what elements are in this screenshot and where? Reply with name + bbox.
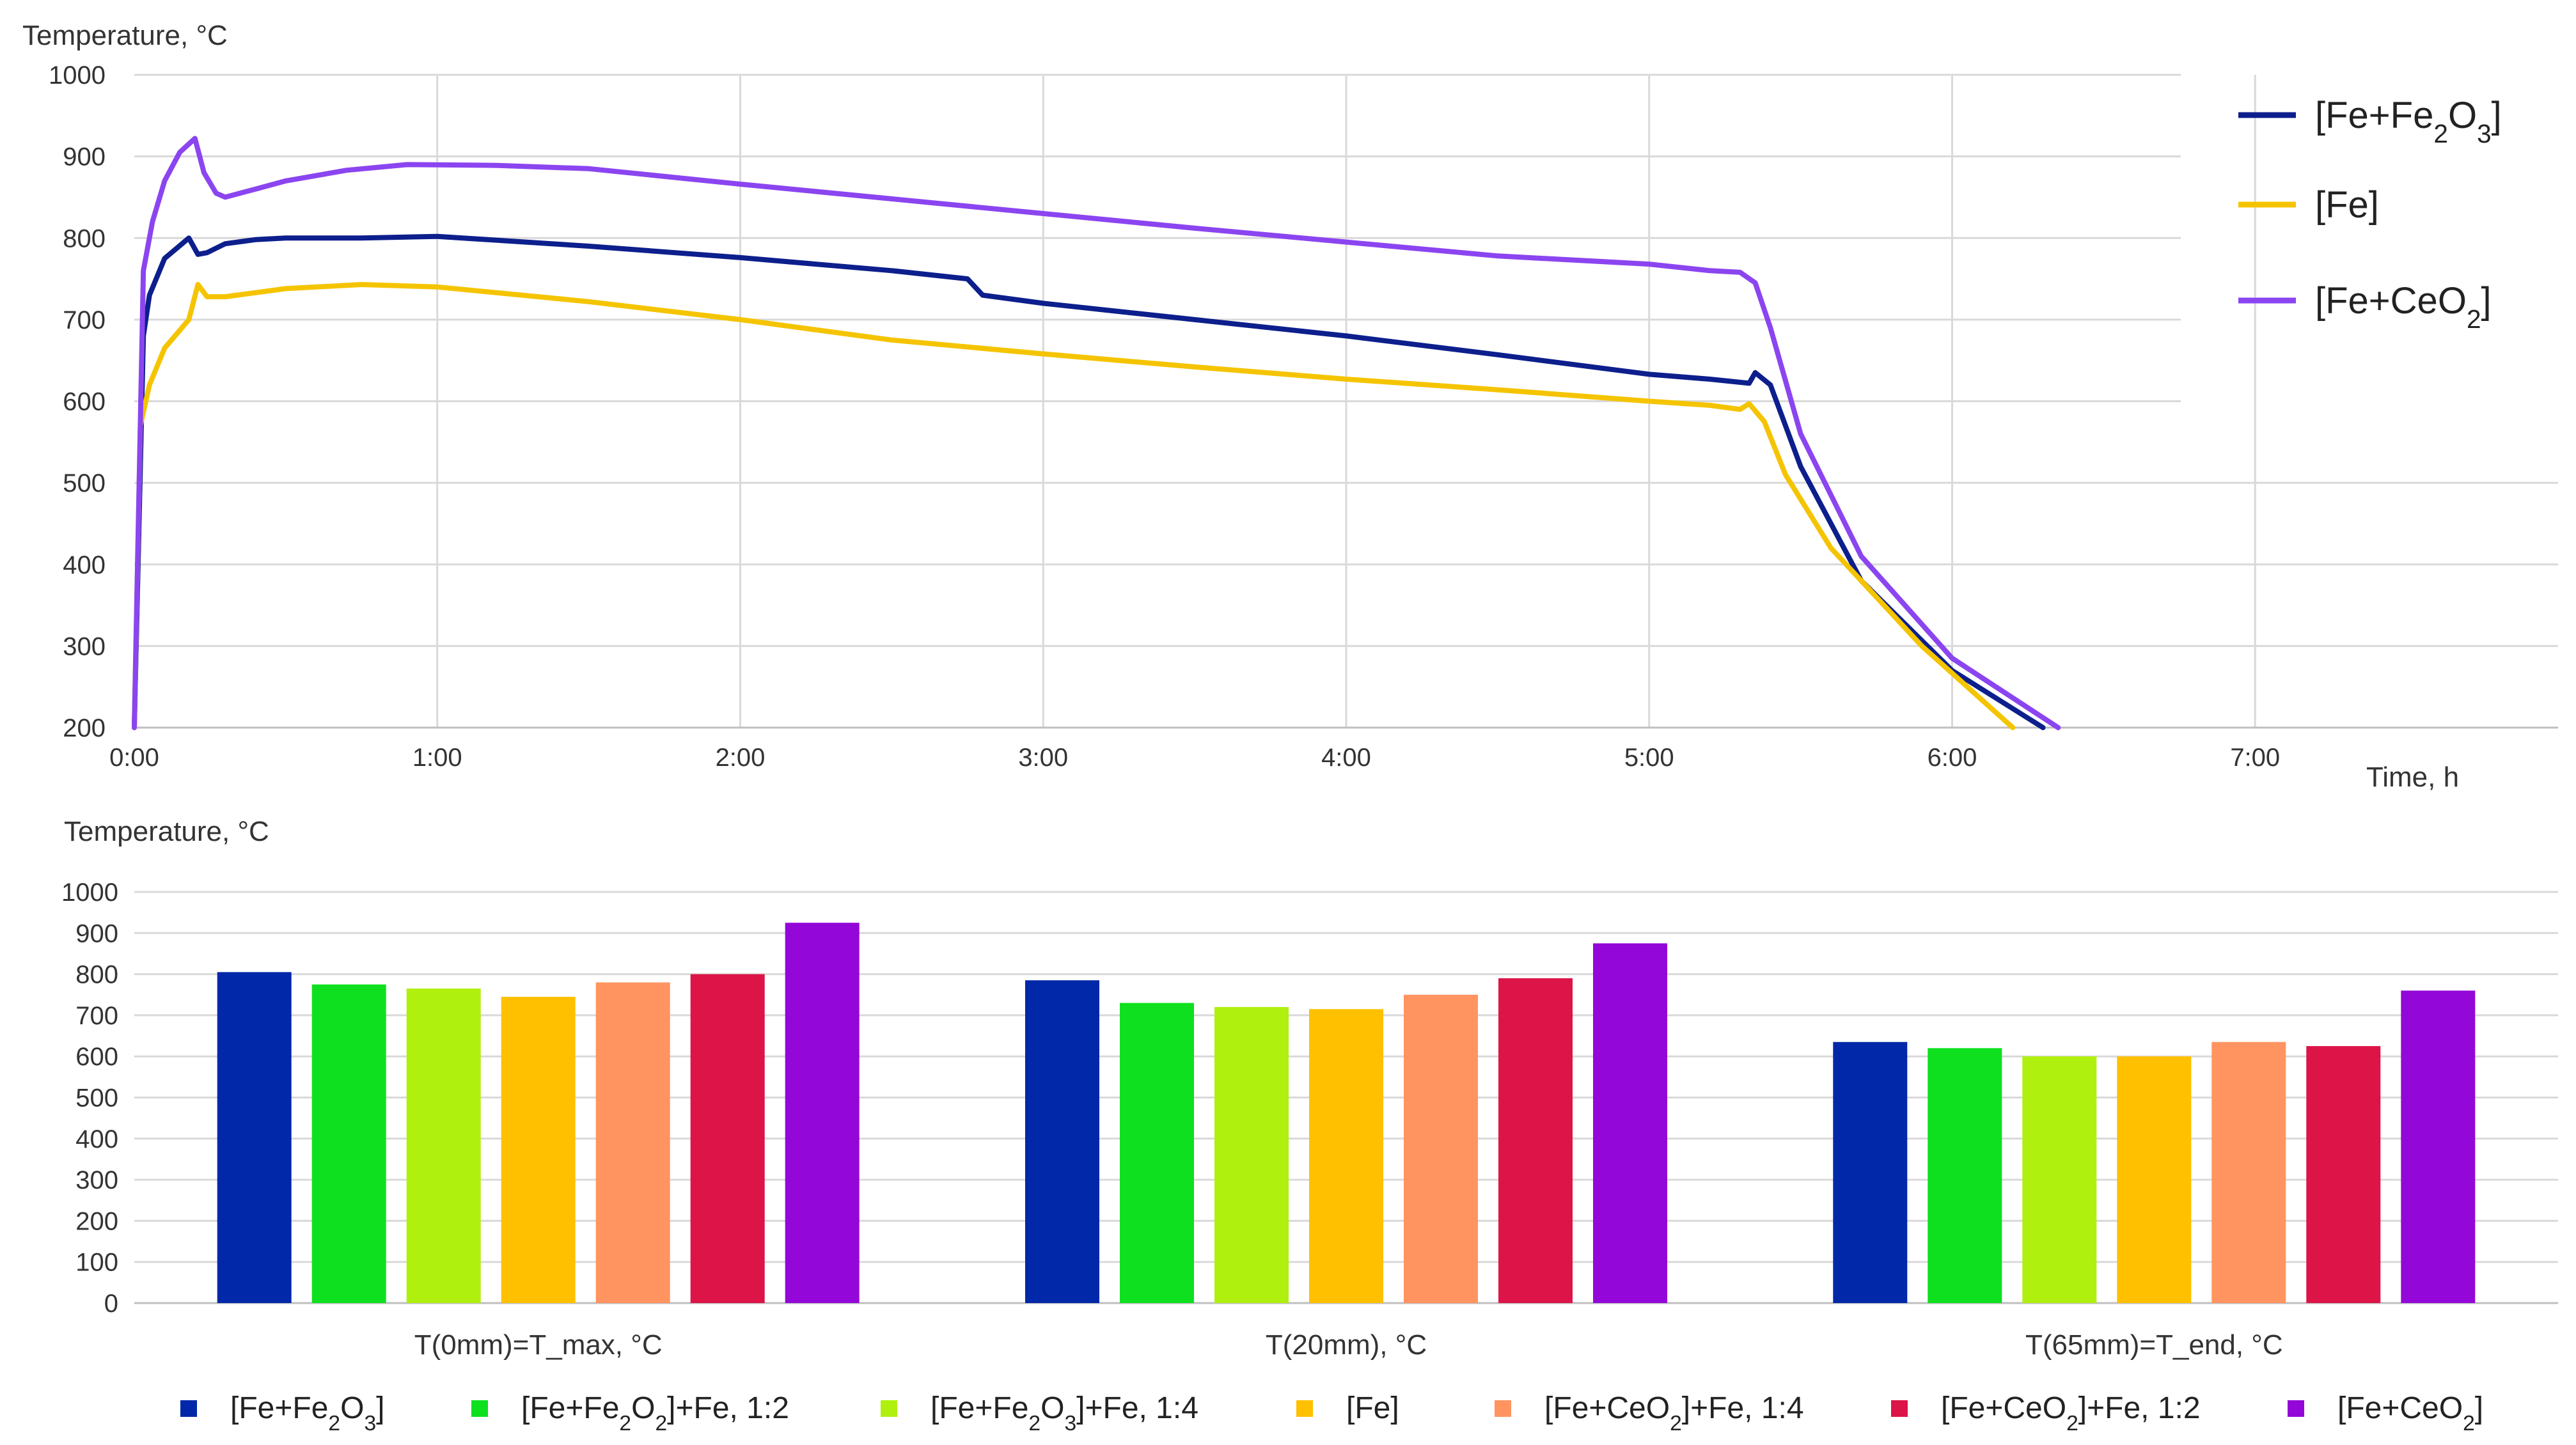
bar-chart-bar [1593,943,1667,1303]
line-chart-y-tick-label: 200 [63,714,106,742]
line-chart-y-ticks: 1000 900 800 700 600 500 400 300 200 [49,61,106,742]
bar-chart-y-tick-label: 400 [75,1125,118,1153]
bar-chart-bar [1833,1042,1908,1303]
bar-chart-y-tick-label: 700 [75,1002,118,1030]
bar-chart-y-tick-label: 900 [75,919,118,948]
bar-chart-y-tick-label: 0 [104,1290,118,1318]
line-chart-gridlines [134,74,2558,729]
bar-chart-legend-swatch [180,1400,197,1417]
line-chart-series [132,136,2061,730]
line-chart-legend-label: [Fe] [2315,184,2379,226]
line-chart-x-tick-label: 0:00 [109,744,159,772]
line-chart-x-ticks: 0:00 1:00 2:00 3:00 4:00 5:00 6:00 7:00 [109,744,2280,772]
line-chart-y-tick-label: 500 [63,469,106,497]
bar-chart-bar [1498,978,1573,1303]
bar-chart-bars [217,923,2476,1304]
bar-chart-legend-label: [Fe+CeO2] [2337,1391,2483,1435]
bar-chart-y-tick-label: 800 [75,961,118,989]
line-chart-legend-label: [Fe+Fe2O3] [2315,95,2502,148]
line-chart-series-line [132,233,2046,730]
bar-chart-y-title: Temperature, °C [64,816,269,847]
bar-chart-legend-label: [Fe+CeO2]+Fe, 1:2 [1941,1391,2201,1435]
line-chart-y-tick-label: 400 [63,551,106,579]
bar-chart-bar [1309,1009,1383,1303]
bar-chart-bar [311,984,386,1303]
line-chart-x-tick-label: 2:00 [716,744,766,772]
bar-chart-bar [1928,1048,2002,1303]
line-chart-x-tick-label: 1:00 [412,744,462,772]
bar-chart-legend-label: [Fe+Fe2O3] [230,1391,384,1435]
bar-chart-bar [2401,990,2476,1303]
bar-chart-category-label: T(65mm)=T_end, °C [2025,1329,2283,1361]
bar-chart-y-tick-label: 600 [75,1043,118,1071]
line-chart-x-tick-label: 4:00 [1321,744,1371,772]
bar-chart-bar [2117,1056,2192,1303]
bar-chart-legend-label: [Fe+CeO2]+Fe, 1:4 [1544,1391,1804,1435]
line-chart-x-tick-label: 7:00 [2230,744,2280,772]
bar-chart-bar [2022,1056,2097,1303]
bar-chart-bar [2211,1042,2286,1303]
line-chart-x-tick-label: 3:00 [1018,744,1068,772]
bar-chart-bar [595,982,670,1303]
bar-chart-legend-swatch [471,1400,488,1417]
bar-chart-bar [2306,1046,2381,1303]
bar-chart-legend-swatch [1495,1400,1511,1417]
line-chart-y-tick-label: 900 [63,143,106,171]
bar-chart-y-tick-label: 1000 [61,879,118,907]
line-chart-x-tick-label: 5:00 [1624,744,1674,772]
line-chart-y-tick-label: 1000 [49,61,106,90]
line-chart-y-title: Temperature, °C [22,20,228,51]
bar-chart-category-label: T(0mm)=T_max, °C [414,1329,663,1361]
line-chart-x-title: Time, h [2366,762,2459,793]
bar-chart-legend-swatch [2288,1400,2304,1417]
bar-chart-y-tick-label: 100 [75,1249,118,1277]
bar-chart-y-tick-label: 200 [75,1207,118,1235]
bar-chart-categories: T(0mm)=T_max, °C T(20mm), °C T(65mm)=T_end… [414,1329,2283,1361]
bar-chart-legend-label: [Fe] [1346,1391,1399,1425]
bar-chart-legend-swatch [881,1400,897,1417]
bar-chart-bar [690,974,765,1303]
bar-chart-bar [1214,1007,1289,1303]
bar-chart-legend-swatch [1891,1400,1908,1417]
bar-chart-y-tick-label: 300 [75,1166,118,1194]
line-chart-x-tick-label: 6:00 [1928,744,1977,772]
bar-chart-legend-label: [Fe+Fe2O2]+Fe, 1:2 [521,1391,789,1435]
line-chart-y-tick-label: 600 [63,388,106,416]
line-chart-y-tick-label: 800 [63,224,106,253]
bar-chart-category-label: T(20mm), °C [1266,1329,1427,1361]
bar-chart-bar [1025,980,1099,1303]
line-chart-legend: [Fe+Fe2O3] [Fe] [Fe+CeO2] [2238,95,2502,334]
bar-chart-bar [217,972,292,1303]
bar-chart-bar [406,988,481,1303]
line-chart-series-line [132,282,2016,730]
bar-chart-legend-swatch [1296,1400,1313,1417]
bar-chart-bar [1120,1003,1194,1303]
line-chart-y-tick-label: 300 [63,632,106,660]
bar-chart-y-tick-label: 500 [75,1084,118,1113]
line-chart-y-tick-label: 700 [63,306,106,334]
bar-chart-bar [1404,994,1478,1304]
bar-chart-bar [501,997,576,1303]
bar-chart-bar [785,923,860,1303]
bar-chart: Temperature, °C 100090080070060050040030… [61,816,2558,1435]
bar-chart-legend: [Fe+Fe2O3] [Fe+Fe2O2]+Fe, 1:2 [Fe+Fe2O3]+F… [180,1391,2483,1435]
line-chart-legend-label: [Fe+CeO2] [2315,280,2492,334]
line-chart: 1000 900 800 700 600 500 400 300 200 0:00 1:00 2:0… [22,20,2558,793]
bar-chart-legend-label: [Fe+Fe2O3]+Fe, 1:4 [931,1391,1198,1435]
line-chart-series-line [132,136,2061,730]
